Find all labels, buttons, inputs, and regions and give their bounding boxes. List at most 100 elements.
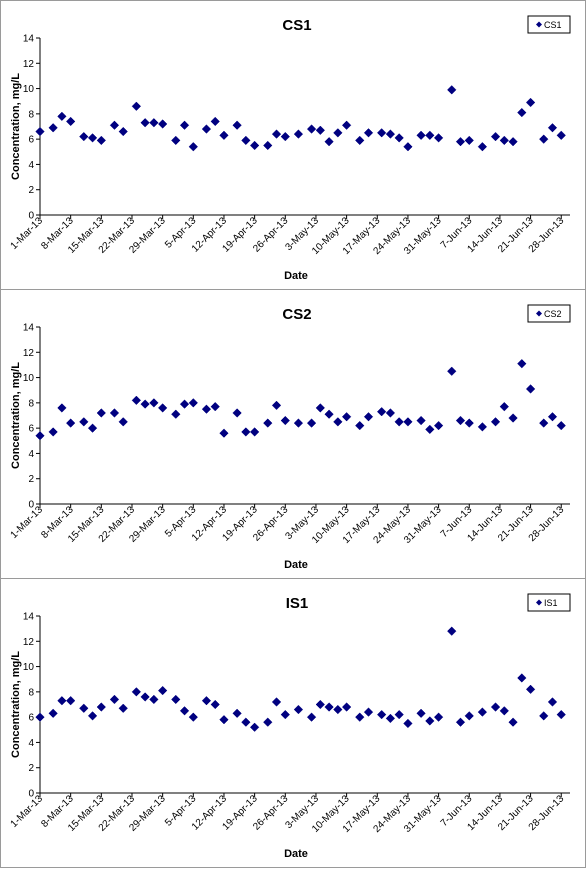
- y-tick-label: 2: [28, 185, 34, 196]
- y-tick-label: 8: [28, 398, 34, 409]
- y-tick-label: 4: [28, 449, 34, 460]
- data-point: [96, 408, 106, 418]
- legend-box: [527, 593, 571, 612]
- data-point: [447, 626, 457, 636]
- data-point: [508, 413, 518, 423]
- y-tick-label: 14: [23, 323, 35, 334]
- data-point: [118, 703, 128, 713]
- data-point: [341, 412, 352, 422]
- data-point: [324, 702, 334, 712]
- data-point: [35, 126, 45, 137]
- x-tick-label: 1-Mar-13: [9, 504, 46, 541]
- chart-cs1-svg: CS1024681012141-Mar-138-Mar-1315-Mar-132…: [9, 15, 571, 282]
- data-point: [539, 418, 549, 428]
- data-point: [464, 135, 474, 146]
- data-point: [171, 135, 181, 146]
- data-point: [118, 417, 128, 427]
- data-point: [79, 417, 89, 427]
- data-point: [394, 709, 404, 720]
- data-point: [131, 687, 142, 697]
- data-point: [188, 712, 198, 722]
- data-point: [333, 128, 343, 138]
- data-point: [394, 417, 404, 427]
- data-point: [477, 142, 488, 152]
- data-point: [201, 696, 212, 706]
- y-tick-label: 8: [28, 687, 34, 698]
- data-point: [376, 709, 387, 720]
- data-point: [556, 130, 566, 141]
- data-point: [499, 135, 509, 146]
- y-tick-label: 4: [28, 738, 34, 749]
- y-tick-label: 10: [23, 84, 35, 95]
- data-point: [96, 135, 106, 146]
- data-point: [455, 137, 466, 147]
- data-point: [48, 427, 58, 437]
- data-point: [477, 707, 488, 717]
- data-point: [210, 401, 220, 412]
- data-point: [293, 704, 304, 715]
- data-point: [157, 403, 168, 413]
- data-point: [109, 408, 120, 418]
- data-point: [210, 699, 220, 710]
- data-point: [201, 124, 212, 134]
- data-point: [306, 418, 317, 428]
- data-point: [416, 708, 426, 719]
- data-point: [118, 126, 128, 137]
- data-point: [385, 713, 396, 724]
- legend: IS1: [527, 593, 571, 612]
- data-point: [149, 398, 159, 408]
- data-point: [57, 111, 67, 122]
- data-point: [249, 427, 260, 437]
- data-point: [232, 120, 242, 130]
- data-point: [517, 359, 527, 369]
- data-point: [157, 119, 168, 129]
- legend-box: [527, 15, 571, 34]
- data-point: [179, 399, 190, 409]
- data-point: [66, 418, 76, 428]
- chart-title: IS1: [286, 595, 309, 612]
- data-point: [517, 673, 527, 683]
- data-point: [539, 711, 549, 721]
- y-axis-title: Concentration, mg/L: [10, 73, 22, 180]
- data-point: [363, 707, 374, 717]
- data-point: [403, 142, 413, 152]
- y-tick-label: 10: [23, 662, 35, 673]
- data-point: [87, 133, 98, 143]
- data-point: [188, 398, 198, 408]
- data-point: [499, 706, 509, 716]
- y-tick-label: 14: [23, 34, 35, 45]
- data-point: [547, 123, 558, 133]
- x-axis-title: Date: [284, 848, 308, 860]
- data-point: [455, 415, 466, 426]
- legend: CS1: [527, 15, 571, 34]
- data-point: [547, 412, 558, 422]
- data-point: [341, 702, 352, 712]
- y-tick-label: 0: [28, 211, 34, 222]
- data-point: [87, 711, 98, 721]
- data-point: [539, 134, 549, 144]
- data-point: [333, 417, 343, 427]
- data-point: [263, 140, 273, 151]
- y-tick-label: 2: [28, 474, 34, 485]
- data-point: [48, 123, 58, 133]
- data-point: [179, 706, 190, 716]
- y-tick-label: 8: [28, 109, 34, 120]
- data-point: [556, 709, 566, 720]
- data-point: [241, 717, 251, 727]
- data-point: [433, 420, 444, 431]
- data-point: [271, 400, 282, 411]
- data-point: [149, 118, 159, 128]
- data-point: [232, 708, 242, 719]
- data-point: [517, 107, 527, 118]
- y-axis-title: Concentration, mg/L: [10, 362, 22, 469]
- x-axis-title: Date: [284, 559, 308, 571]
- data-point: [447, 85, 457, 95]
- data-point: [241, 135, 251, 146]
- chart-panel-cs2: CS2 0 2 4 6 8 10 12 14 1-Mar-13 8-Mar-13 15-Mar-13 2…: [0, 289, 586, 579]
- data-point: [376, 128, 387, 138]
- series-markers: [35, 85, 566, 152]
- data-point: [306, 712, 317, 722]
- data-point: [171, 409, 181, 419]
- data-point: [293, 129, 304, 139]
- chart-panel-is1: IS1 0 2 4 6 8 10 12 14 1-Mar-13 8-Mar-13 15-Mar-13 2…: [0, 578, 586, 868]
